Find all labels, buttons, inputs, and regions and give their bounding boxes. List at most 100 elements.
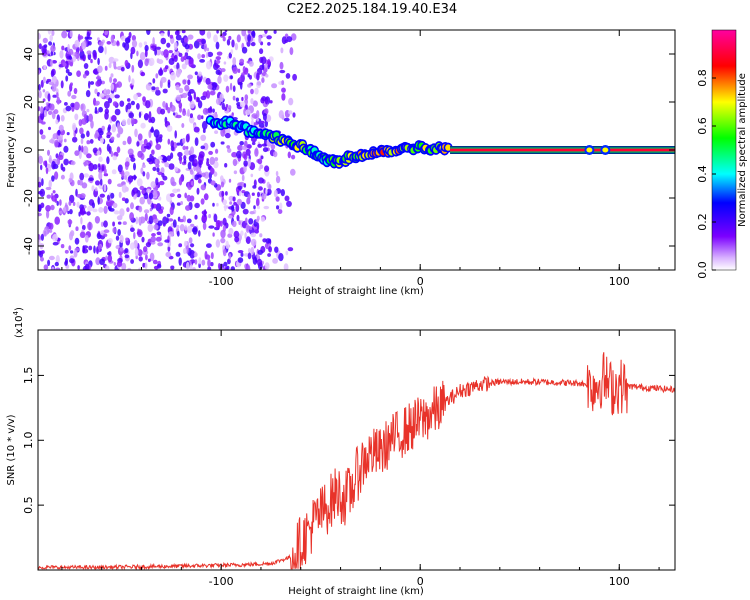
noise-speck	[167, 107, 171, 114]
noise-speck	[106, 201, 112, 207]
noise-speck	[92, 164, 98, 170]
noise-speck	[215, 64, 220, 68]
noise-speck	[184, 225, 188, 231]
noise-speck	[203, 193, 209, 201]
noise-speck	[182, 79, 187, 85]
noise-speck	[112, 101, 118, 107]
noise-speck	[48, 255, 55, 261]
noise-speck	[64, 102, 68, 106]
noise-speck	[137, 59, 143, 69]
noise-speck	[248, 218, 254, 225]
noise-speck	[86, 130, 90, 138]
noise-speck	[88, 80, 91, 89]
noise-speck	[243, 153, 248, 161]
noise-speck	[82, 245, 89, 249]
noise-speck	[83, 63, 89, 69]
noise-speck	[285, 73, 291, 79]
noise-speck	[187, 225, 193, 234]
noise-speck	[122, 140, 127, 146]
noise-speck	[187, 109, 190, 117]
noise-speck	[201, 259, 206, 266]
noise-speck	[206, 31, 212, 39]
noise-speck	[93, 51, 97, 58]
noise-speck	[257, 191, 260, 198]
top-y-tick-label: -40	[22, 237, 35, 255]
bottom-x-tick-label: -100	[209, 575, 234, 588]
noise-speck	[228, 105, 232, 110]
noise-speck	[80, 137, 84, 145]
noise-speck	[205, 52, 209, 59]
noise-speck	[220, 68, 226, 73]
noise-speck	[89, 81, 95, 85]
noise-speck	[70, 160, 76, 166]
noise-speck	[60, 244, 65, 249]
noise-speck	[196, 38, 202, 43]
noise-speck	[253, 179, 257, 187]
noise-speck	[117, 125, 122, 134]
noise-speck	[63, 158, 69, 166]
noise-speck	[49, 139, 55, 144]
noise-speck	[157, 59, 164, 65]
noise-speck	[51, 30, 55, 36]
noise-speck	[178, 87, 184, 94]
noise-speck	[130, 46, 136, 55]
noise-speck	[113, 78, 117, 83]
noise-speck	[216, 30, 219, 34]
noise-speck	[236, 150, 242, 159]
noise-speck	[105, 265, 110, 270]
noise-speck	[260, 155, 264, 160]
noise-speck	[127, 148, 134, 156]
noise-speck	[117, 229, 121, 236]
noise-speck	[103, 229, 110, 233]
noise-speck	[81, 41, 86, 50]
noise-speck	[98, 41, 104, 47]
noise-speck	[103, 233, 108, 237]
top-x-tick-label: 100	[609, 275, 630, 288]
noise-speck	[221, 102, 225, 111]
noise-speck	[201, 120, 208, 130]
noise-speck	[58, 154, 64, 161]
noise-speck	[155, 177, 159, 186]
noise-speck	[240, 230, 244, 236]
noise-speck	[55, 255, 60, 264]
noise-speck	[129, 212, 135, 221]
noise-speck	[100, 221, 104, 227]
noise-speck	[225, 240, 229, 249]
noise-speck	[69, 231, 73, 241]
noise-speck	[134, 248, 139, 257]
noise-speck	[94, 88, 98, 95]
noise-speck	[250, 98, 254, 105]
noise-speck	[60, 115, 65, 122]
noise-speck	[147, 223, 154, 233]
noise-speck	[215, 41, 220, 50]
noise-speck	[104, 108, 110, 115]
noise-speck	[254, 148, 259, 157]
noise-speck	[182, 109, 187, 116]
noise-speck	[68, 200, 72, 206]
noise-speck	[51, 266, 55, 270]
noise-speck	[241, 145, 247, 150]
noise-speck	[254, 87, 259, 95]
noise-speck	[149, 192, 154, 200]
noise-speck	[63, 138, 67, 143]
noise-speck	[207, 107, 212, 113]
noise-speck	[264, 30, 268, 34]
noise-speck	[41, 45, 47, 54]
noise-speck	[238, 190, 242, 197]
noise-speck	[245, 236, 251, 245]
noise-speck	[158, 180, 165, 186]
noise-speck	[289, 47, 294, 56]
noise-speck	[107, 178, 112, 185]
noise-speck	[166, 213, 171, 218]
noise-speck	[136, 103, 140, 110]
noise-speck	[75, 188, 78, 197]
noise-speck	[52, 190, 56, 194]
noise-speck	[126, 207, 130, 213]
noise-speck	[82, 73, 87, 79]
noise-speck	[72, 201, 76, 206]
noise-speck	[42, 98, 46, 102]
noise-speck	[86, 211, 91, 216]
noise-speck	[76, 70, 81, 77]
noise-speck	[111, 115, 117, 122]
noise-speck	[233, 201, 238, 206]
